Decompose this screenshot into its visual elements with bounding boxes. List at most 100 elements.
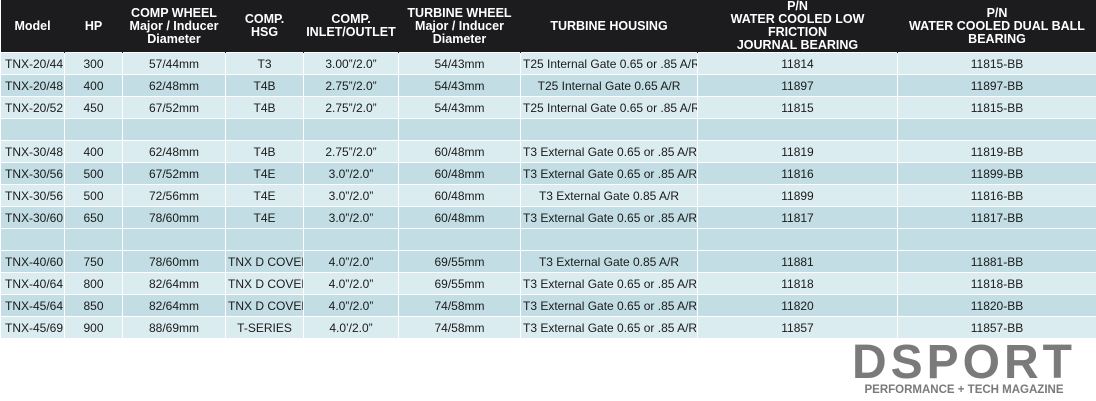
- table-cell: TNX D COVER: [225, 272, 304, 295]
- table-cell: 78/60mm: [122, 206, 226, 229]
- table-cell: 500: [64, 184, 123, 207]
- table-cell: T4E: [225, 162, 304, 185]
- table-cell: 57/44mm: [122, 52, 226, 75]
- table-cell: [64, 118, 123, 141]
- table-cell: TNX-30/56: [0, 162, 65, 185]
- turbo-spec-table-wrap: Model HP COMP WHEEL Major / Inducer Diameter…: [0, 0, 1096, 339]
- table-row: TNX-30/48 400 62/48mm T4B 2.75”/2.0” 60/48mm T…: [0, 140, 1096, 163]
- table-cell: 11819-BB: [897, 140, 1096, 163]
- table-cell: 54/43mm: [398, 52, 521, 75]
- table-cell: TNX-45/64: [0, 294, 65, 317]
- table-cell: 54/43mm: [398, 74, 521, 97]
- table-cell: [122, 228, 226, 251]
- table-row: TNX-20/48 400 62/48mm T4B 2.75”/2.0” 54/43mm T…: [0, 74, 1096, 97]
- table-cell: T3 External Gate 0.65 or .85 A/R: [520, 294, 698, 317]
- table-cell: 67/52mm: [122, 96, 226, 119]
- table-cell: 82/64mm: [122, 294, 226, 317]
- table-cell: 74/58mm: [398, 294, 521, 317]
- column-header: Model: [0, 0, 65, 53]
- table-cell: TNX-20/48: [0, 74, 65, 97]
- table-cell: 69/55mm: [398, 272, 521, 295]
- table-cell: 11857: [697, 316, 898, 339]
- logo-tagline: PERFORMANCE + TECH MAGAZINE: [864, 384, 1064, 396]
- table-cell: [225, 228, 304, 251]
- table-cell: 3.00”/2.0”: [303, 52, 399, 75]
- column-header: COMP. INLET/OUTLET: [303, 0, 399, 53]
- table-cell: 11820: [697, 294, 898, 317]
- table-cell: 11818: [697, 272, 898, 295]
- table-cell: 900: [64, 316, 123, 339]
- table-row: TNX-20/52 450 67/52mm T4B 2.75”/2.0” 54/43mm T…: [0, 96, 1096, 119]
- table-cell: T4B: [225, 74, 304, 97]
- table-cell: 88/69mm: [122, 316, 226, 339]
- table-cell: 11818-BB: [897, 272, 1096, 295]
- table-cell: 60/48mm: [398, 140, 521, 163]
- table-cell: 3.0”/2.0”: [303, 206, 399, 229]
- table-cell: 3.0”/2.0”: [303, 184, 399, 207]
- table-row: TNX-30/60 650 78/60mm T4E 3.0”/2.0” 60/48mm T3…: [0, 206, 1096, 229]
- table-cell: T25 Internal Gate 0.65 or .85 A/R: [520, 52, 698, 75]
- table-cell: 60/48mm: [398, 162, 521, 185]
- table-cell: 11897-BB: [897, 74, 1096, 97]
- table-cell: 78/60mm: [122, 250, 226, 273]
- table-body: TNX-20/44 300 57/44mm T3 3.00”/2.0” 54/43mm T2…: [0, 52, 1096, 339]
- table-cell: TNX-30/48: [0, 140, 65, 163]
- table-row: TNX-30/56 500 67/52mm T4E 3.0”/2.0” 60/48mm T3…: [0, 162, 1096, 185]
- table-cell: 11899: [697, 184, 898, 207]
- table-cell: 11881-BB: [897, 250, 1096, 273]
- table-cell: T3 External Gate 0.65 or .85 A/R: [520, 272, 698, 295]
- table-cell: 62/48mm: [122, 140, 226, 163]
- table-cell: T4B: [225, 96, 304, 119]
- table-cell: [64, 228, 123, 251]
- table-cell: T3 External Gate 0.65 or .85 A/R: [520, 140, 698, 163]
- table-cell: 750: [64, 250, 123, 273]
- table-cell: 11899-BB: [897, 162, 1096, 185]
- column-header: TURBINE WHEEL Major / Inducer Diameter: [398, 0, 521, 53]
- table-cell: 11897: [697, 74, 898, 97]
- table-cell: T3 External Gate 0.65 or .85 A/R: [520, 206, 698, 229]
- header-row: Model HP COMP WHEEL Major / Inducer Diameter…: [0, 0, 1096, 53]
- table-cell: 800: [64, 272, 123, 295]
- table-cell: 4.0”/2.0”: [303, 250, 399, 273]
- table-cell: 60/48mm: [398, 184, 521, 207]
- table-cell: 4.0’/2.0”: [303, 316, 399, 339]
- table-row: TNX-20/44 300 57/44mm T3 3.00”/2.0” 54/43mm T2…: [0, 52, 1096, 75]
- table-cell: 2.75”/2.0”: [303, 74, 399, 97]
- table-cell: 72/56mm: [122, 184, 226, 207]
- table-cell: TNX-20/44: [0, 52, 65, 75]
- table-cell: 11816-BB: [897, 184, 1096, 207]
- column-header: COMP WHEEL Major / Inducer Diameter: [122, 0, 226, 53]
- table-cell: 11815-BB: [897, 52, 1096, 75]
- table-cell: 450: [64, 96, 123, 119]
- table-header: Model HP COMP WHEEL Major / Inducer Diameter…: [0, 0, 1096, 53]
- table-row: TNX-45/64 850 82/64mm TNX D COVER 4.0”/2.0” 7…: [0, 294, 1096, 317]
- table-cell: 54/43mm: [398, 96, 521, 119]
- table-cell: 11817-BB: [897, 206, 1096, 229]
- column-header: HP: [64, 0, 123, 53]
- spacer-row: [0, 118, 1096, 141]
- table-cell: 500: [64, 162, 123, 185]
- column-header: P/N WATER COOLED DUAL BALL BEARING: [897, 0, 1096, 53]
- table-cell: 60/48mm: [398, 206, 521, 229]
- column-header: TURBINE HOUSING: [520, 0, 698, 53]
- spacer-row: [0, 228, 1096, 251]
- table-cell: TNX-30/60: [0, 206, 65, 229]
- table-cell: [697, 228, 898, 251]
- table-cell: 62/48mm: [122, 74, 226, 97]
- table-cell: TNX-40/60: [0, 250, 65, 273]
- table-cell: T4B: [225, 140, 304, 163]
- table-cell: [303, 228, 399, 251]
- table-cell: 4.0”/2.0”: [303, 272, 399, 295]
- table-cell: 400: [64, 74, 123, 97]
- table-row: TNX-40/64 800 82/64mm TNX D COVER 4.0”/2.0” 6…: [0, 272, 1096, 295]
- table-cell: 11881: [697, 250, 898, 273]
- table-cell: 400: [64, 140, 123, 163]
- table-cell: [520, 228, 698, 251]
- table-cell: 11817: [697, 206, 898, 229]
- table-cell: T3 External Gate 0.85 A/R: [520, 184, 698, 207]
- table-cell: [697, 118, 898, 141]
- column-header: P/N WATER COOLED LOW FRICTION JOURNAL BEAR…: [697, 0, 898, 53]
- table-cell: TNX-45/69: [0, 316, 65, 339]
- table-row: TNX-30/56 500 72/56mm T4E 3.0”/2.0” 60/48mm T3…: [0, 184, 1096, 207]
- table-cell: T3 External Gate 0.85 A/R: [520, 250, 698, 273]
